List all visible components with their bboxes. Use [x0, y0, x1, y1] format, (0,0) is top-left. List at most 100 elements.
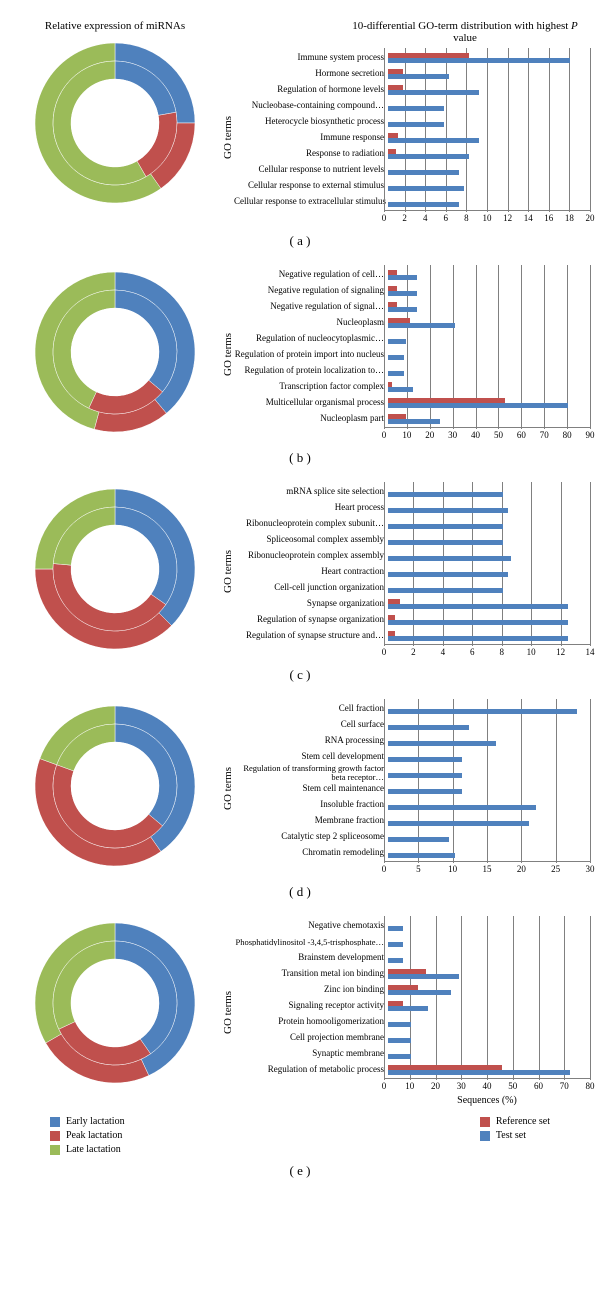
bar-cell [388, 950, 590, 966]
bar-row: mRNA splice site selection [234, 484, 590, 500]
bar-row: Insoluble fraction [234, 797, 590, 813]
bar-row: Synaptic membrane [234, 1046, 590, 1062]
go-term-label: Heart contraction [234, 567, 388, 576]
bar-cell [388, 765, 590, 781]
x-tick: 20 [431, 1081, 440, 1091]
bar-row: Spliceosomal complex assembly [234, 532, 590, 548]
legend-label: Early lactation [66, 1116, 125, 1127]
x-tick: 0 [382, 864, 387, 874]
x-tick: 15 [483, 864, 492, 874]
go-term-label: Regulation of nucleocytoplasmic… [234, 334, 388, 343]
go-term-label: Transcription factor complex [234, 382, 388, 391]
x-tick: 2 [411, 647, 416, 657]
x-tick: 0 [382, 430, 387, 440]
bar-cell [388, 66, 590, 82]
x-tick: 14 [586, 647, 595, 657]
go-term-label: Membrane fraction [234, 816, 388, 825]
bar-test [388, 773, 462, 778]
bar-row: Regulation of synapse organization [234, 612, 590, 628]
legend-item: Peak lactation [50, 1130, 125, 1141]
bar-cell [388, 1046, 590, 1062]
bar-test [388, 122, 444, 127]
donut-chart [30, 267, 200, 437]
plot-area: mRNA splice site selection Heart process… [234, 484, 590, 644]
bar-test [388, 620, 568, 625]
go-term-label: Negative regulation of signaling [234, 286, 388, 295]
bar-row: Stem cell maintenance [234, 781, 590, 797]
x-tick: 2 [402, 213, 407, 223]
go-term-label: Signaling receptor activity [234, 1001, 388, 1010]
bar-cell [388, 733, 590, 749]
swatch [480, 1131, 490, 1141]
x-tick: 18 [565, 213, 574, 223]
x-tick: 12 [503, 213, 512, 223]
bar-row: Membrane fraction [234, 813, 590, 829]
bar-cell [388, 845, 590, 861]
go-term-label: Regulation of metabolic process [234, 1065, 388, 1074]
bar-cell [388, 130, 590, 146]
bar-row: Phosphatidylinositol -3,4,5-trisphosphat… [234, 934, 590, 950]
donut-chart [30, 38, 200, 208]
bar-cell [388, 749, 590, 765]
panel-letter: ( b ) [10, 450, 590, 466]
x-tick: 0 [382, 647, 387, 657]
x-axis: 0102030405060708090 [384, 427, 590, 442]
bar-test [388, 853, 455, 858]
go-term-label: Cellular response to extracellular stimu… [234, 197, 388, 206]
bar-test [388, 556, 511, 561]
bar-test [388, 339, 406, 344]
bar-test [388, 837, 449, 842]
swatch [480, 1117, 490, 1127]
bar-cell [388, 532, 590, 548]
x-tick: 10 [483, 213, 492, 223]
bar-row: Cellular response to nutrient levels [234, 162, 590, 178]
y-axis-label: GO terms [220, 267, 234, 442]
x-tick: 6 [444, 213, 449, 223]
bar-cell [388, 178, 590, 194]
bar-cell [388, 797, 590, 813]
bar-row: Transition metal ion binding [234, 966, 590, 982]
go-term-label: Hormone secretion [234, 69, 388, 78]
right-heading: 10-differential GO-term distribution wit… [220, 20, 590, 44]
go-term-label: Negative regulation of cell… [234, 270, 388, 279]
bar-test [388, 1006, 428, 1011]
bar-cell [388, 395, 590, 411]
bar-row: Nucleoplasm part [234, 411, 590, 427]
go-term-label: RNA processing [234, 736, 388, 745]
legend-item: Reference set [480, 1116, 550, 1127]
bar-test [388, 789, 462, 794]
x-tick: 80 [586, 1081, 595, 1091]
x-tick: 10 [405, 1081, 414, 1091]
go-term-label: Cellular response to nutrient levels [234, 165, 388, 174]
bar-row: Ribonucleoprotein complex subunit… [234, 516, 590, 532]
legend-label: Reference set [496, 1116, 550, 1127]
bar-cell [388, 194, 590, 210]
bar-cell [388, 580, 590, 596]
bar-cell [388, 516, 590, 532]
bar-test [388, 1054, 411, 1059]
go-term-label: Multicellular organismal process [234, 398, 388, 407]
bar-row: Protein homooligomerization [234, 1014, 590, 1030]
bar-cell [388, 813, 590, 829]
bar-row: Cell projection membrane [234, 1030, 590, 1046]
y-axis-label: GO terms [220, 918, 234, 1106]
bar-test [388, 371, 404, 376]
bar-test [388, 524, 503, 529]
bar-cell [388, 717, 590, 733]
bar-cell [388, 998, 590, 1014]
bar-cell [388, 1062, 590, 1078]
bar-test [388, 974, 459, 979]
legend-label: Peak lactation [66, 1130, 122, 1141]
bar-cell [388, 628, 590, 644]
bar-row: Stem cell development [234, 749, 590, 765]
plot-area: Negative regulation of cell… Negative re… [234, 267, 590, 427]
bar-row: Nucleoplasm [234, 315, 590, 331]
bar-test [388, 508, 508, 513]
bar-cell [388, 781, 590, 797]
panel-letter: ( d ) [10, 884, 590, 900]
bar-cell [388, 315, 590, 331]
panel-c: GO terms mRNA splice site selection Hear… [10, 484, 590, 683]
bar-cell [388, 918, 590, 934]
bar-test [388, 170, 459, 175]
go-term-label: Zinc ion binding [234, 985, 388, 994]
